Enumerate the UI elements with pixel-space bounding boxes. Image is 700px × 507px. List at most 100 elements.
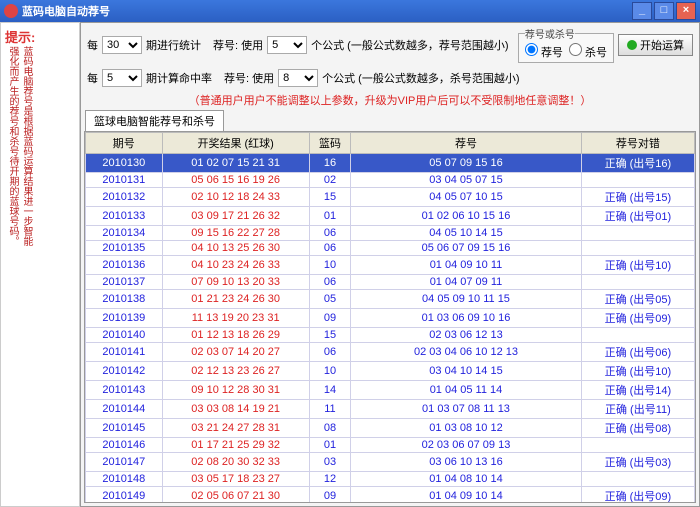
cell: 01 03 08 10 12 — [351, 419, 582, 438]
label: 荐号: 使用 — [213, 37, 263, 53]
table-row[interactable]: 201014601 17 21 25 29 320102 03 06 07 09… — [86, 438, 695, 453]
table-row[interactable]: 201014202 12 13 23 26 271003 04 10 14 15… — [86, 362, 695, 381]
cell: 05 06 07 09 15 16 — [351, 241, 582, 256]
table-row[interactable]: 201014803 05 17 18 23 271201 04 08 10 14 — [86, 472, 695, 487]
cell: 01 21 23 24 26 30 — [162, 290, 309, 309]
table-row[interactable]: 201013303 09 17 21 26 320101 02 06 10 15… — [86, 207, 695, 226]
table-row[interactable]: 201013409 15 16 22 27 280604 05 10 14 15 — [86, 226, 695, 241]
close-button[interactable]: × — [676, 2, 696, 20]
cell: 正确 (出号05) — [581, 290, 694, 309]
cell: 02 03 06 07 09 13 — [351, 438, 582, 453]
cell: 09 — [309, 309, 351, 328]
cell: 10 — [309, 256, 351, 275]
cell: 01 03 07 08 11 13 — [351, 400, 582, 419]
cell: 02 05 06 07 21 30 — [162, 487, 309, 504]
cell: 2010148 — [86, 472, 163, 487]
table-row[interactable]: 201013202 10 12 18 24 331504 05 07 10 15… — [86, 188, 695, 207]
table-row[interactable]: 201013105 06 15 16 19 260203 04 05 07 15 — [86, 173, 695, 188]
table-row[interactable]: 201013504 10 13 25 26 300605 06 07 09 15… — [86, 241, 695, 256]
cell: 03 04 05 07 15 — [351, 173, 582, 188]
cell: 2010135 — [86, 241, 163, 256]
cell: 2010131 — [86, 173, 163, 188]
period-select[interactable]: 30 — [102, 36, 142, 54]
cell: 2010145 — [86, 419, 163, 438]
cell: 01 04 05 11 14 — [351, 381, 582, 400]
cell: 03 04 10 14 15 — [351, 362, 582, 381]
label: 个公式 (一般公式数越多，荐号范围越小) — [311, 37, 508, 53]
cell — [581, 173, 694, 188]
cell: 15 — [309, 188, 351, 207]
cell — [581, 226, 694, 241]
table-row[interactable]: 201014403 03 08 14 19 211101 03 07 08 11… — [86, 400, 695, 419]
cell: 正确 (出号11) — [581, 400, 694, 419]
cell: 正确 (出号10) — [581, 256, 694, 275]
hitrate-select[interactable]: 5 — [102, 69, 142, 87]
label: 期计算命中率 — [146, 70, 212, 86]
control-row-1: 每 30 期进行统计 荐号: 使用 5 个公式 (一般公式数越多，荐号范围越小)… — [81, 23, 699, 66]
table-row[interactable]: 201014309 10 12 28 30 311401 04 05 11 14… — [86, 381, 695, 400]
label: 每 — [87, 37, 98, 53]
cell: 2010136 — [86, 256, 163, 275]
table-row[interactable]: 201013911 13 19 20 23 310901 03 06 09 10… — [86, 309, 695, 328]
cell: 06 — [309, 241, 351, 256]
titlebar: 蓝码电脑自动荐号 _ □ × — [0, 0, 700, 22]
cell: 05 06 15 16 19 26 — [162, 173, 309, 188]
results-table-wrap[interactable]: 期号开奖结果 (红球)篮码荐号荐号对错 201013001 02 07 15 2… — [84, 131, 696, 503]
table-row[interactable]: 201014102 03 07 14 20 270602 03 04 06 10… — [86, 343, 695, 362]
tip-text: 蓝码电脑荐号是根据蓝码运算结果进一步智能强化而产生的荐号和杀号待开期的蓝球号码。 — [5, 46, 33, 246]
cell: 03 03 08 14 19 21 — [162, 400, 309, 419]
cell: 正确 (出号09) — [581, 309, 694, 328]
cell: 06 — [309, 275, 351, 290]
cell: 03 09 17 21 26 32 — [162, 207, 309, 226]
cell — [581, 328, 694, 343]
column-header: 荐号 — [351, 133, 582, 154]
cell: 正确 (出号08) — [581, 419, 694, 438]
table-row[interactable]: 201013707 09 10 13 20 330601 04 07 09 11 — [86, 275, 695, 290]
cell — [581, 472, 694, 487]
start-button[interactable]: 开始运算 — [618, 34, 693, 56]
tip-header: 提示: — [5, 27, 75, 46]
table-row[interactable]: 201013001 02 07 15 21 311605 07 09 15 16… — [86, 154, 695, 173]
cell: 16 — [309, 154, 351, 173]
cell: 正确 (出号14) — [581, 381, 694, 400]
cell: 04 05 07 10 15 — [351, 188, 582, 207]
formula-select-1[interactable]: 5 — [267, 36, 307, 54]
cell: 2010140 — [86, 328, 163, 343]
cell: 正确 (出号01) — [581, 207, 694, 226]
cell: 09 — [309, 487, 351, 504]
cell: 01 04 09 10 11 — [351, 256, 582, 275]
table-row[interactable]: 201014902 05 06 07 21 300901 04 09 10 14… — [86, 487, 695, 504]
cell — [581, 438, 694, 453]
table-row[interactable]: 201013604 10 23 24 26 331001 04 09 10 11… — [86, 256, 695, 275]
cell: 15 — [309, 328, 351, 343]
cell: 01 03 06 09 10 16 — [351, 309, 582, 328]
cell: 06 — [309, 226, 351, 241]
table-row[interactable]: 201014503 21 24 27 28 310801 03 08 10 12… — [86, 419, 695, 438]
control-row-2: 每 5 期计算命中率 荐号: 使用 8 个公式 (一般公式数越多，杀号范围越小) — [81, 66, 699, 90]
cell: 08 — [309, 419, 351, 438]
minimize-button[interactable]: _ — [632, 2, 652, 20]
cell: 2010146 — [86, 438, 163, 453]
cell: 2010137 — [86, 275, 163, 290]
cell: 03 06 10 13 16 — [351, 453, 582, 472]
cell: 正确 (出号09) — [581, 487, 694, 504]
cell: 02 03 07 14 20 27 — [162, 343, 309, 362]
table-row[interactable]: 201014001 12 13 18 26 291502 03 06 12 13 — [86, 328, 695, 343]
vip-warning: （普通用户用户不能调整以上参数，升级为VIP用户后可以不受限制地任意调整！） — [81, 90, 699, 110]
formula-select-2[interactable]: 8 — [278, 69, 318, 87]
cell: 14 — [309, 381, 351, 400]
cell: 01 — [309, 438, 351, 453]
cell: 09 10 12 28 30 31 — [162, 381, 309, 400]
cell: 02 — [309, 173, 351, 188]
tab-results[interactable]: 篮球电脑智能荐号和杀号 — [85, 110, 224, 131]
cell: 11 13 19 20 23 31 — [162, 309, 309, 328]
table-row[interactable]: 201013801 21 23 24 26 300504 05 09 10 11… — [86, 290, 695, 309]
cell: 03 — [309, 453, 351, 472]
column-header: 荐号对错 — [581, 133, 694, 154]
maximize-button[interactable]: □ — [654, 2, 674, 20]
table-row[interactable]: 201014702 08 20 30 32 330303 06 10 13 16… — [86, 453, 695, 472]
radio-kill[interactable]: 杀号 — [569, 43, 607, 60]
cell: 09 15 16 22 27 28 — [162, 226, 309, 241]
cell: 正确 (出号10) — [581, 362, 694, 381]
radio-recommend[interactable]: 荐号 — [525, 43, 563, 60]
